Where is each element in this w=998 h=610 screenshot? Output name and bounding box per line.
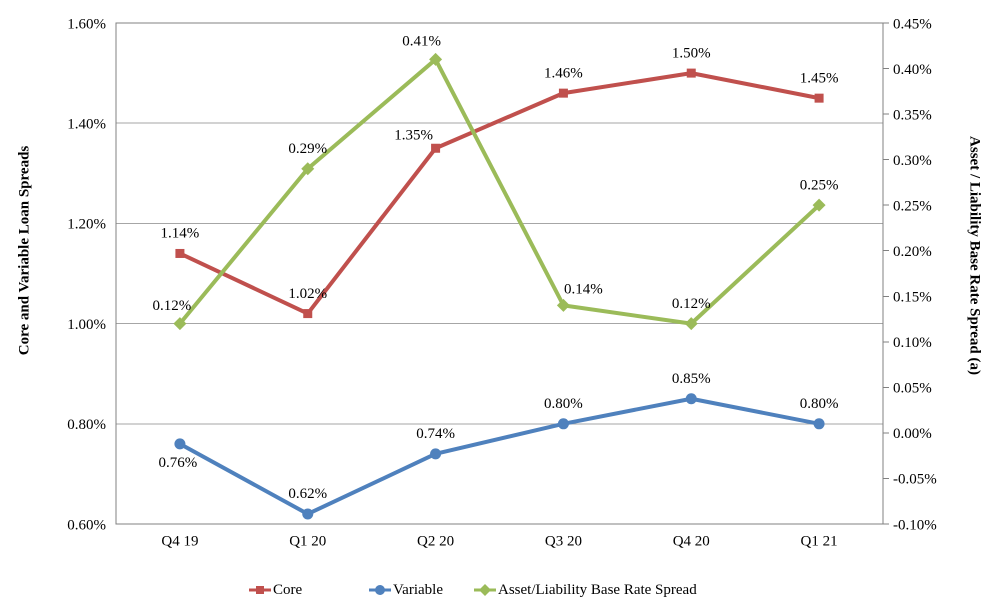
data-label: 1.50% [672,45,711,61]
x-axis-label: Q2 20 [417,533,454,549]
series-marker-asset-liability-base-rate-spread [301,162,315,176]
data-label: 0.25% [800,177,839,193]
x-axis-label: Q1 21 [801,533,838,549]
series-marker-variable [430,448,442,460]
series-marker-variable [685,393,697,405]
series-marker-core [558,88,568,98]
series-marker-asset-liability-base-rate-spread [429,52,443,66]
x-axis-label: Q4 19 [161,533,198,549]
series-marker-variable [302,508,314,520]
right-axis-tick-label: -0.10% [893,517,937,533]
left-axis-tick-label: 1.00% [67,317,106,333]
series-marker-variable [557,418,569,430]
x-axis-label: Q1 20 [289,533,326,549]
right-axis-tick-label: 0.05% [893,381,932,397]
series-marker-asset-liability-base-rate-spread [556,298,570,312]
x-axis-label: Q3 20 [545,533,582,549]
data-label: 0.80% [800,396,839,412]
series-marker-asset-liability-base-rate-spread [812,198,826,212]
series-marker-core [175,248,185,258]
right-axis-tick-label: 0.00% [893,426,932,442]
right-axis-tick-label: 0.35% [893,107,932,123]
legend-item-variable: Variable [368,581,443,599]
series-marker-core [686,68,696,78]
right-axis-tick-label: 0.45% [893,16,932,32]
left-axis-title: Core and Variable Loan Spreads [16,145,33,356]
plot-border [115,22,884,525]
left-axis-tick-label: 1.60% [67,16,106,32]
data-label: 0.62% [288,486,327,502]
left-axis-tick-label: 0.60% [67,517,106,533]
series-line-asset-liability-base-rate-spread [177,57,822,326]
series-marker-asset-liability-base-rate-spread [173,317,187,331]
series-line-variable [177,396,822,516]
data-label: 0.74% [416,426,455,442]
legend-marker-square-icon [249,586,271,594]
right-axis-tick-label: 0.40% [893,62,932,78]
series-marker-core [431,143,441,153]
series-marker-asset-liability-base-rate-spread [684,317,698,331]
legend-label: Core [273,581,303,598]
legend-marker-diamond-icon [474,584,496,596]
right-axis-title: Asset / Liability Base Rate Spread (a) [966,136,983,375]
data-label: 0.14% [564,282,603,298]
data-label: 0.41% [402,34,441,50]
data-label: 1.46% [544,65,583,81]
legend-marker-circle-icon [369,585,391,595]
right-axis-tick-label: -0.05% [893,472,937,488]
legend-item-asset-liability-base-rate-spread: Asset/Liability Base Rate Spread [473,581,697,599]
right-axis-tick-label: 0.25% [893,198,932,214]
series-marker-core [814,93,824,103]
data-label: 1.35% [394,128,433,144]
series-marker-core [303,309,313,319]
left-axis-tick-label: 0.80% [67,417,106,433]
right-axis-tick-label: 0.10% [893,335,932,351]
series-marker-variable [813,418,825,430]
data-label: 0.76% [159,455,198,471]
series-marker-variable [174,438,186,450]
data-label: 0.85% [672,371,711,387]
data-label: 1.14% [161,226,200,242]
series-line-core [177,71,822,316]
right-axis-tick-label: 0.15% [893,290,932,306]
legend-item-core: Core [248,581,302,599]
left-axis-tick-label: 1.40% [67,116,106,132]
data-label: 0.29% [288,141,327,157]
left-axis-tick-label: 1.20% [67,217,106,233]
data-label: 0.12% [153,298,192,314]
data-label: 0.12% [672,296,711,312]
right-axis-tick-label: 0.30% [893,153,932,169]
legend-label: Asset/Liability Base Rate Spread [498,581,697,598]
data-label: 0.80% [544,396,583,412]
legend-label: Variable [393,581,443,598]
data-label: 1.02% [288,286,327,302]
data-label: 1.45% [800,70,839,86]
x-axis-label: Q4 20 [673,533,710,549]
right-axis-tick-label: 0.20% [893,244,932,260]
